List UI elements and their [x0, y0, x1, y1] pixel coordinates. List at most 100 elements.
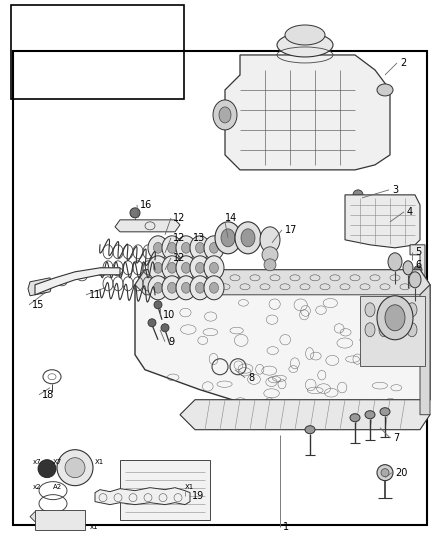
Ellipse shape — [153, 243, 162, 253]
Ellipse shape — [162, 236, 182, 260]
Ellipse shape — [350, 414, 360, 422]
Ellipse shape — [130, 208, 140, 218]
Ellipse shape — [379, 303, 389, 317]
Ellipse shape — [377, 84, 393, 96]
Text: 18: 18 — [42, 390, 54, 400]
Text: 12: 12 — [173, 233, 185, 243]
Ellipse shape — [162, 276, 182, 300]
Text: 11: 11 — [89, 290, 101, 300]
Text: 13: 13 — [193, 233, 205, 243]
Ellipse shape — [181, 262, 191, 273]
Polygon shape — [180, 400, 430, 430]
Ellipse shape — [409, 272, 421, 288]
Text: 5: 5 — [415, 247, 421, 257]
Ellipse shape — [195, 243, 205, 253]
Ellipse shape — [65, 458, 85, 478]
Ellipse shape — [154, 301, 162, 309]
Ellipse shape — [365, 303, 375, 317]
Ellipse shape — [153, 282, 162, 293]
Text: 17: 17 — [285, 225, 297, 235]
Ellipse shape — [219, 107, 231, 123]
Text: 12: 12 — [173, 213, 185, 223]
Ellipse shape — [388, 253, 402, 271]
Text: 4: 4 — [407, 207, 413, 217]
Ellipse shape — [213, 100, 237, 130]
Ellipse shape — [167, 262, 177, 273]
Text: 15: 15 — [32, 300, 44, 310]
Ellipse shape — [176, 236, 196, 260]
Polygon shape — [225, 55, 390, 170]
Text: x1: x1 — [90, 523, 99, 530]
Ellipse shape — [377, 296, 413, 340]
Ellipse shape — [262, 247, 278, 263]
Ellipse shape — [190, 256, 210, 280]
Polygon shape — [30, 512, 80, 522]
Text: 6: 6 — [415, 260, 421, 270]
Text: A2: A2 — [53, 483, 62, 490]
Ellipse shape — [195, 282, 205, 293]
Text: x7: x7 — [33, 459, 42, 465]
Ellipse shape — [414, 266, 422, 274]
Polygon shape — [95, 488, 190, 505]
Bar — [120, 459, 210, 520]
Ellipse shape — [235, 222, 261, 254]
Text: 10: 10 — [163, 310, 175, 320]
Polygon shape — [345, 195, 420, 248]
Ellipse shape — [38, 512, 52, 522]
Polygon shape — [28, 278, 52, 296]
Polygon shape — [420, 285, 430, 415]
Bar — [35, 510, 85, 530]
Ellipse shape — [381, 469, 389, 477]
Text: x2: x2 — [33, 483, 42, 490]
Text: X7: X7 — [53, 459, 62, 465]
Ellipse shape — [161, 324, 169, 332]
Ellipse shape — [57, 450, 93, 486]
Ellipse shape — [393, 323, 403, 337]
Ellipse shape — [365, 323, 375, 337]
Bar — [13, 51, 427, 524]
Ellipse shape — [148, 276, 168, 300]
Ellipse shape — [377, 465, 393, 481]
Text: 9: 9 — [168, 337, 174, 347]
Ellipse shape — [195, 262, 205, 273]
Ellipse shape — [176, 276, 196, 300]
Ellipse shape — [190, 236, 210, 260]
Ellipse shape — [204, 276, 224, 300]
Polygon shape — [115, 220, 180, 232]
Ellipse shape — [393, 303, 403, 317]
Ellipse shape — [285, 25, 325, 45]
Ellipse shape — [190, 276, 210, 300]
Text: 16: 16 — [140, 200, 152, 210]
Ellipse shape — [209, 282, 219, 293]
Ellipse shape — [181, 243, 191, 253]
Ellipse shape — [162, 256, 182, 280]
Bar — [11, 5, 184, 99]
Ellipse shape — [241, 229, 255, 247]
Ellipse shape — [181, 282, 191, 293]
Text: 1: 1 — [283, 522, 289, 531]
Ellipse shape — [407, 303, 417, 317]
Ellipse shape — [403, 261, 413, 275]
Ellipse shape — [407, 323, 417, 337]
Ellipse shape — [176, 256, 196, 280]
Ellipse shape — [204, 256, 224, 280]
Ellipse shape — [385, 305, 405, 331]
Text: 7: 7 — [393, 433, 399, 443]
Ellipse shape — [277, 33, 333, 57]
Polygon shape — [135, 270, 430, 415]
Ellipse shape — [305, 426, 315, 434]
Ellipse shape — [380, 408, 390, 416]
Ellipse shape — [215, 222, 241, 254]
Ellipse shape — [167, 282, 177, 293]
Ellipse shape — [148, 256, 168, 280]
Text: 8: 8 — [248, 373, 254, 383]
Ellipse shape — [353, 190, 363, 200]
Text: 3: 3 — [392, 185, 398, 195]
Text: X1: X1 — [95, 459, 104, 465]
Ellipse shape — [209, 262, 219, 273]
Ellipse shape — [167, 243, 177, 253]
Ellipse shape — [148, 236, 168, 260]
Ellipse shape — [148, 319, 156, 327]
Ellipse shape — [264, 259, 276, 271]
Text: X1: X1 — [185, 483, 194, 490]
